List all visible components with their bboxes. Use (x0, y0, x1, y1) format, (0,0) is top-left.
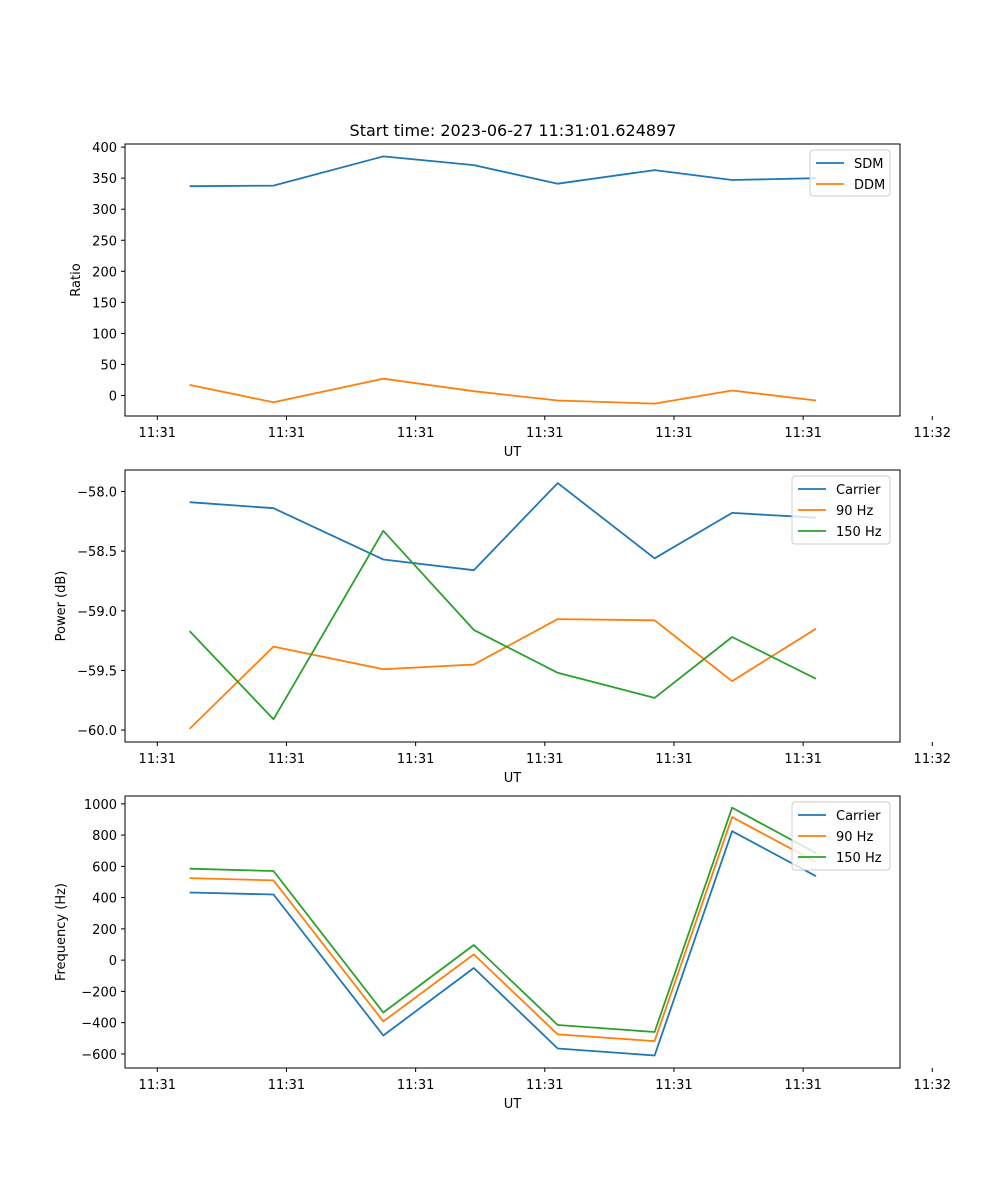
y-tick-label: 200 (92, 923, 117, 938)
y-tick-label: 400 (92, 892, 117, 907)
y-tick-label: 0 (109, 390, 117, 405)
legend-label-90-hz: 90 Hz (836, 830, 873, 845)
x-tick-label: 11:31 (655, 1078, 692, 1093)
x-tick-label: 11:31 (397, 1078, 434, 1093)
x-tick-label: 11:31 (526, 426, 563, 441)
y-tick-label: −59.5 (77, 664, 117, 679)
x-tick-label: 11:31 (139, 1078, 176, 1093)
chart-panel-3: 11:31 11:31 11:31 11:31 11:31 11:31 11:32 −600 −… (54, 795, 951, 1112)
y-tick-label: −58.5 (77, 545, 117, 560)
x-tick-label: 11:31 (268, 752, 305, 767)
y-tick-label: 800 (92, 829, 117, 844)
y-tick-label: 200 (92, 265, 117, 280)
legend-label-90-hz: 90 Hz (836, 504, 873, 519)
legend-label-carrier: Carrier (836, 483, 881, 498)
x-tick-label: 11:31 (397, 752, 434, 767)
series-line-150-hz (188, 529, 817, 721)
y-tick-label: 1000 (84, 798, 117, 813)
y-tick-label: −400 (81, 1017, 117, 1032)
x-tick-label: 11:31 (268, 1078, 305, 1093)
legend: Carrier 90 Hz 150 Hz (791, 801, 891, 871)
y-tick-label: −59.0 (77, 605, 117, 620)
legend-label-carrier: Carrier (836, 809, 881, 824)
y-tick-label: −60.0 (77, 724, 117, 739)
x-tick-label: 11:31 (526, 752, 563, 767)
legend-label-150-hz: 150 Hz (836, 851, 882, 866)
figure-title: Start time: 2023-06-27 11:31:01.624897 (350, 121, 677, 140)
y-tick-label: 100 (92, 327, 117, 342)
legend: Carrier 90 Hz 150 Hz (791, 475, 891, 545)
x-tick-label: 11:31 (655, 752, 692, 767)
y-tick-label: 350 (92, 172, 117, 187)
y-tick-label: 400 (92, 141, 117, 156)
series-line-carrier (189, 482, 817, 572)
legend: SDM DDM (809, 149, 891, 197)
x-tick-label: 11:32 (914, 426, 951, 441)
y-tick-label: 0 (109, 954, 117, 969)
legend-label-150-hz: 150 Hz (836, 525, 882, 540)
y-tick-label: 300 (92, 203, 117, 218)
series-line-carrier (189, 830, 817, 1057)
x-tick-label: 11:32 (914, 1078, 951, 1093)
y-tick-label: 50 (100, 358, 117, 373)
x-tick-label: 11:31 (139, 426, 176, 441)
y-axis-label: Ratio (69, 263, 84, 296)
y-tick-label: −58.0 (77, 485, 117, 500)
chart-panel-2: 11:31 11:31 11:31 11:31 11:31 11:31 11:32 −60.0… (54, 469, 951, 786)
y-tick-label: −600 (81, 1048, 117, 1063)
plot-frame (124, 143, 901, 417)
x-tick-label: 11:32 (914, 752, 951, 767)
x-tick-label: 11:31 (139, 752, 176, 767)
x-axis-label: UT (504, 1097, 522, 1112)
legend-label-ddm: DDM (854, 178, 885, 193)
legend-label-sdm: SDM (854, 157, 883, 172)
legend-box (791, 475, 891, 545)
legend-box (791, 801, 891, 871)
y-tick-label: 600 (92, 860, 117, 875)
plot-frame (124, 469, 901, 743)
x-tick-label: 11:31 (655, 426, 692, 441)
x-tick-label: 11:31 (784, 426, 821, 441)
series-line-90-hz (188, 618, 817, 730)
y-tick-label: 150 (92, 296, 117, 311)
x-tick-label: 11:31 (397, 426, 434, 441)
series-line-150-hz (189, 806, 817, 1033)
x-tick-label: 11:31 (784, 752, 821, 767)
plot-frame (124, 795, 901, 1069)
x-tick-label: 11:31 (526, 1078, 563, 1093)
x-axis-label: UT (504, 445, 522, 460)
y-axis-label: Power (dB) (54, 571, 69, 642)
y-tick-label: 250 (92, 234, 117, 249)
series-line-sdm (189, 155, 817, 188)
x-tick-label: 11:31 (268, 426, 305, 441)
x-tick-label: 11:31 (784, 1078, 821, 1093)
series-line-90-hz (189, 816, 817, 1042)
x-axis-label: UT (504, 771, 522, 786)
series-line-ddm (189, 377, 817, 405)
y-tick-label: −200 (81, 985, 117, 1000)
chart-panel-1: 11:31 11:31 11:31 11:31 11:31 11:31 11:32 0 50 10… (69, 141, 951, 460)
y-axis-label: Frequency (Hz) (54, 883, 69, 981)
